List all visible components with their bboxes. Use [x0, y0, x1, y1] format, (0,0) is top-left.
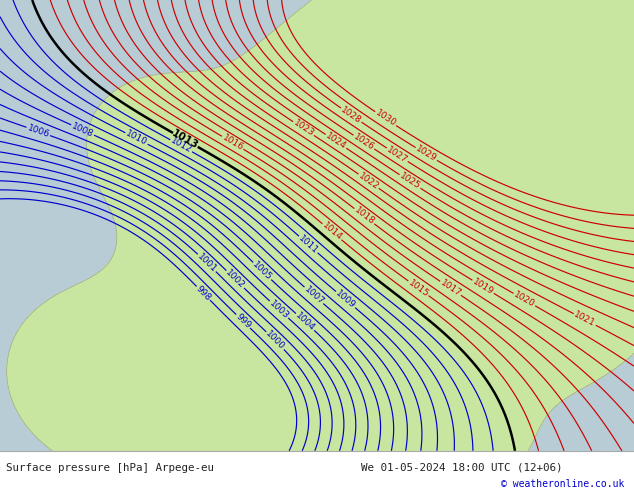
Text: 1010: 1010: [124, 129, 149, 148]
Text: 1014: 1014: [320, 221, 344, 243]
Text: 1018: 1018: [353, 206, 376, 227]
Text: 1000: 1000: [264, 329, 287, 352]
Text: 1026: 1026: [352, 132, 376, 152]
Text: 1019: 1019: [471, 277, 495, 296]
Text: 1005: 1005: [251, 260, 274, 282]
Text: 1006: 1006: [26, 123, 51, 140]
Text: 1009: 1009: [334, 289, 357, 311]
Text: 1011: 1011: [297, 233, 320, 255]
Text: 1002: 1002: [224, 268, 247, 291]
Text: 1013: 1013: [171, 128, 200, 151]
Text: Surface pressure [hPa] Arpege-eu: Surface pressure [hPa] Arpege-eu: [6, 463, 214, 473]
Text: 1022: 1022: [357, 171, 380, 192]
Text: 1012: 1012: [169, 136, 193, 155]
Text: 1028: 1028: [339, 105, 363, 125]
Text: 1017: 1017: [439, 278, 463, 298]
Text: 1001: 1001: [195, 252, 218, 274]
Text: 1027: 1027: [385, 145, 410, 165]
Text: 1016: 1016: [221, 133, 245, 152]
Text: 1004: 1004: [294, 311, 316, 333]
Text: 1020: 1020: [512, 290, 536, 309]
Text: 1030: 1030: [373, 109, 398, 129]
Text: 998: 998: [194, 284, 212, 303]
Text: 1015: 1015: [406, 278, 430, 299]
Text: 1025: 1025: [398, 172, 422, 192]
Text: 1023: 1023: [292, 119, 316, 139]
Text: 1007: 1007: [302, 284, 325, 306]
Text: 1008: 1008: [70, 121, 95, 139]
Text: 1003: 1003: [268, 298, 290, 320]
Text: 1024: 1024: [324, 131, 348, 151]
Text: 999: 999: [234, 312, 252, 331]
Text: 1021: 1021: [573, 310, 597, 329]
Text: We 01-05-2024 18:00 UTC (12+06): We 01-05-2024 18:00 UTC (12+06): [361, 463, 563, 473]
Text: © weatheronline.co.uk: © weatheronline.co.uk: [501, 479, 624, 489]
Text: 1029: 1029: [414, 144, 439, 164]
